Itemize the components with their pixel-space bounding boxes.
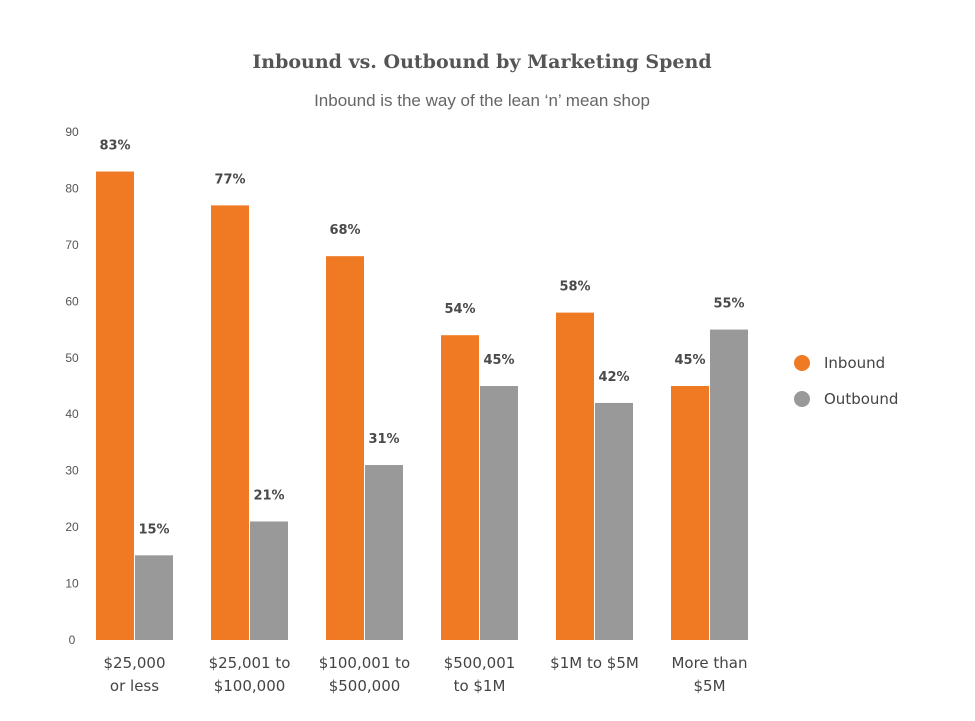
legend-label-outbound: Outbound [824, 390, 898, 408]
legend: Inbound Outbound [794, 354, 898, 408]
bar-inbound [211, 205, 249, 640]
bar-outbound [135, 555, 173, 640]
x-tick-label: $25,001 to [209, 654, 291, 672]
x-tick-label: to $1M [454, 677, 506, 695]
data-label-inbound: 83% [99, 139, 130, 154]
bar-outbound [250, 521, 288, 640]
data-label-outbound: 42% [598, 370, 629, 385]
bar-inbound [326, 256, 364, 640]
bar-inbound [556, 312, 594, 640]
data-label-inbound: 77% [214, 172, 245, 187]
legend-marker-inbound [794, 355, 810, 371]
chart-subtitle: Inbound is the way of the lean ‘n’ mean … [314, 91, 650, 110]
x-tick-label: More than [671, 654, 747, 672]
y-tick-label: 50 [65, 351, 79, 365]
data-label-outbound: 55% [713, 297, 744, 312]
y-tick-label: 0 [69, 633, 76, 647]
bar-outbound [710, 329, 748, 640]
data-label-outbound: 21% [253, 488, 284, 503]
x-axis: $25,000 or less $25,001 to $100,000 $100,001… [103, 654, 747, 695]
y-tick-label: 20 [65, 520, 79, 534]
data-label-outbound: 31% [368, 432, 399, 447]
y-tick-label: 10 [65, 577, 79, 591]
x-tick-label: or less [110, 677, 159, 695]
data-label-inbound: 58% [559, 280, 590, 295]
x-tick-label: $1M to $5M [550, 654, 639, 672]
x-tick-label: $5M [693, 677, 725, 695]
bar-inbound [96, 171, 134, 640]
value-labels: 83% 77% 68% 54% 58% 45% 15% 21% 31% 45% 42% 55% [99, 139, 744, 538]
x-tick-label: $100,001 to [319, 654, 410, 672]
data-label-inbound: 45% [674, 353, 705, 368]
data-label-inbound: 54% [444, 302, 475, 317]
x-tick-label: $500,001 [444, 654, 516, 672]
y-tick-label: 60 [65, 294, 79, 308]
bar-outbound [480, 386, 518, 640]
x-tick-label: $500,000 [329, 677, 401, 695]
bar-inbound [441, 335, 479, 640]
x-tick-label: $25,000 [103, 654, 165, 672]
y-axis: 0 10 20 30 40 50 60 70 80 90 [65, 125, 79, 647]
x-tick-label: $100,000 [214, 677, 286, 695]
y-tick-label: 40 [65, 407, 79, 421]
bar-outbound [365, 465, 403, 640]
y-tick-label: 90 [65, 125, 79, 139]
bar-inbound [671, 386, 709, 640]
chart-title: Inbound vs. Outbound by Marketing Spend [252, 51, 711, 73]
y-tick-label: 30 [65, 464, 79, 478]
y-tick-label: 70 [65, 238, 79, 252]
y-tick-label: 80 [65, 181, 79, 195]
data-label-inbound: 68% [329, 223, 360, 238]
bars [96, 171, 748, 640]
legend-marker-outbound [794, 391, 810, 407]
data-label-outbound: 15% [138, 522, 169, 537]
data-label-outbound: 45% [483, 353, 514, 368]
bar-outbound [595, 402, 633, 640]
legend-label-inbound: Inbound [824, 354, 885, 372]
